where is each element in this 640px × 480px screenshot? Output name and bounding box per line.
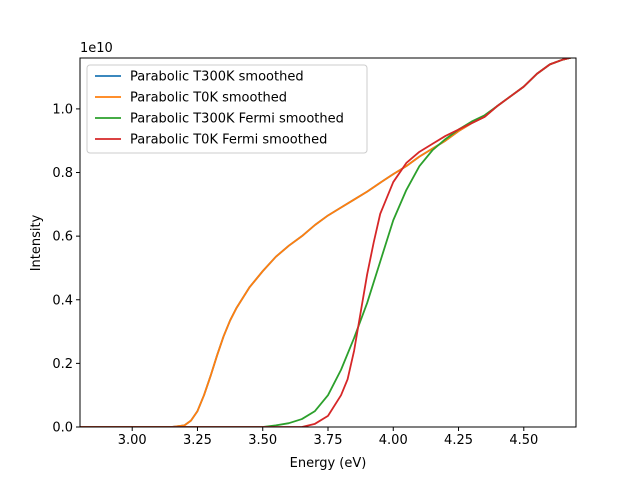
legend-label: Parabolic T0K smoothed [130,91,287,106]
legend-label: Parabolic T300K Fermi smoothed [130,112,344,127]
x-tick-label: 4.25 [444,433,473,448]
x-tick-label: 3.50 [248,433,277,448]
legend-label: Parabolic T0K Fermi smoothed [130,133,327,148]
x-tick-label: 3.00 [118,433,147,448]
x-axis-label: Energy (eV) [290,456,367,471]
y-tick-label: 0.6 [52,230,73,245]
y-tick-label: 0.8 [52,166,73,181]
series-line-4 [80,58,574,427]
y-tick-label: 0.2 [52,357,73,372]
y-tick-label: 0.0 [52,421,73,436]
plot-lines [80,58,574,427]
x-axis: 3.00 3.25 3.50 3.75 4.00 4.25 4.50 [118,427,538,448]
x-tick-label: 4.00 [379,433,408,448]
legend-box [86,64,368,154]
x-tick-label: 4.50 [509,433,538,448]
y-tick-label: 1.0 [52,102,73,117]
y-tick-label: 0.4 [52,293,73,308]
y-axis-label: Intensity [29,214,44,271]
x-tick-label: 3.75 [314,433,343,448]
x-tick-label: 3.25 [183,433,212,448]
legend: Parabolic T300K smoothed Parabolic T0K sm… [86,64,368,154]
y-multiplier-label: 1e10 [80,41,113,56]
y-axis: 0.0 0.2 0.4 0.6 0.8 1.0 [52,102,80,436]
legend-label: Parabolic T300K smoothed [130,70,304,85]
